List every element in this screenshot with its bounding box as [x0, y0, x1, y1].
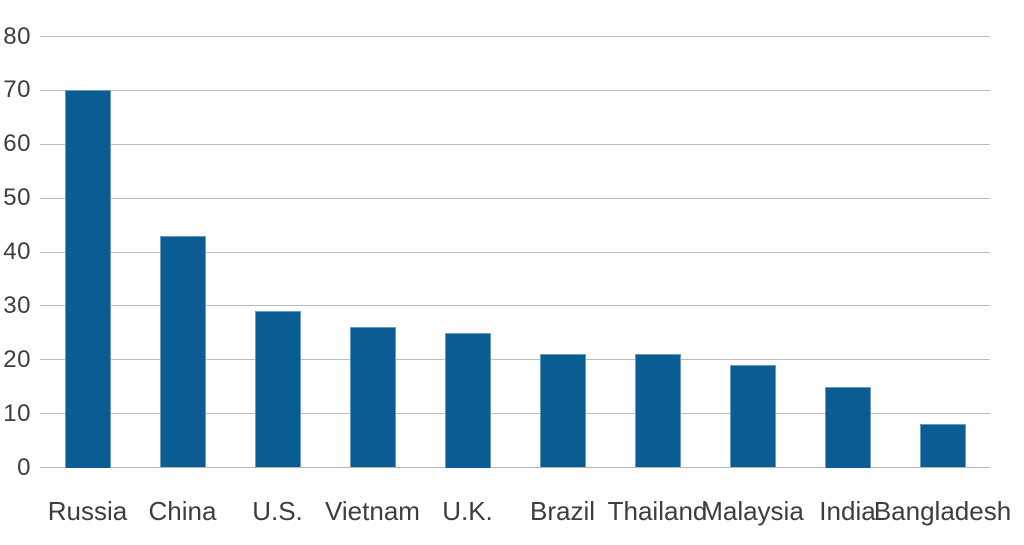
bar-malaysia: [729, 365, 776, 468]
gridline-10: [40, 413, 990, 415]
gridline-30: [40, 305, 990, 307]
gridline-50: [40, 197, 990, 199]
bar-india: [824, 386, 871, 468]
gridline-70: [40, 89, 990, 91]
gridline-0: [40, 467, 990, 468]
gridline-80: [40, 36, 990, 37]
bar-russia: [64, 90, 111, 468]
gridline-40: [40, 251, 990, 253]
gridline-60: [40, 143, 990, 145]
bar-china: [159, 235, 206, 468]
y-tick-label-70: 70: [3, 76, 31, 104]
x-tick-label-thailand: Thailand: [607, 496, 708, 526]
y-tick-label-50: 50: [3, 184, 31, 212]
bar-us: [254, 311, 301, 468]
x-tick-label-china: China: [148, 496, 217, 526]
x-tick-label-uk: U.K.: [442, 496, 493, 526]
x-tick-label-brazil: Brazil: [529, 496, 595, 526]
x-tick-label-us: U.S.: [252, 496, 303, 526]
y-tick-label-80: 80: [3, 22, 31, 50]
bar-uk: [444, 332, 491, 468]
gridline-20: [40, 359, 990, 361]
bar-vietnam: [349, 327, 396, 468]
x-tick-label-vietnam: Vietnam: [325, 496, 420, 526]
y-tick-label-60: 60: [3, 130, 31, 158]
x-tick-label-india: India: [819, 496, 876, 526]
y-tick-label-20: 20: [3, 345, 31, 373]
y-tick-label-10: 10: [3, 399, 31, 427]
y-tick-label-40: 40: [3, 238, 31, 265]
x-tick-label-malaysia: Malaysia: [701, 496, 804, 526]
bar-bangladesh: [919, 424, 966, 468]
x-tick-label-russia: Russia: [47, 496, 128, 526]
bar-brazil: [539, 354, 586, 468]
y-tick-label-0: 0: [17, 453, 31, 481]
bar-thailand: [634, 354, 681, 468]
y-tick-label-30: 30: [3, 291, 31, 319]
x-tick-label-bangladesh: Bangladesh: [873, 496, 1012, 526]
